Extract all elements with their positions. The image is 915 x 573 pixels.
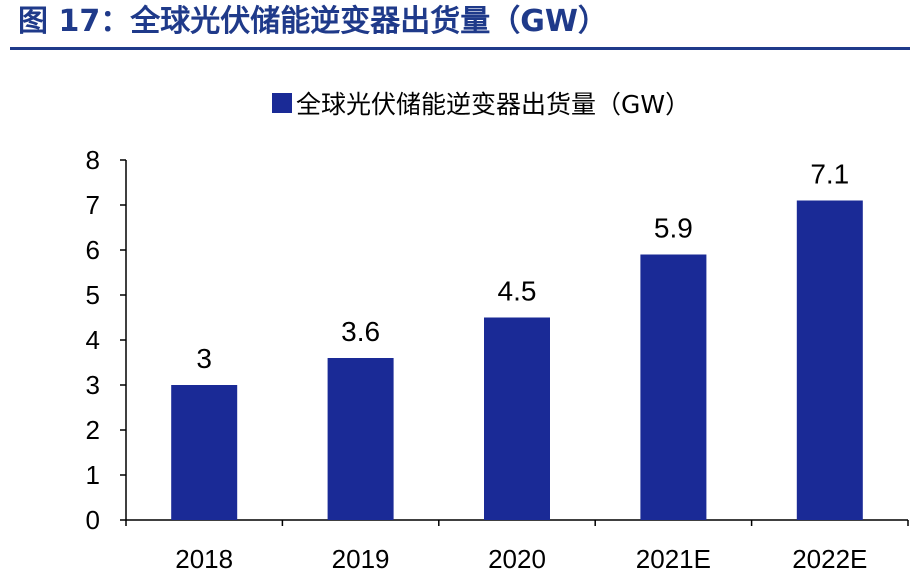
x-tick-label-2019: 2019 [332, 544, 390, 573]
data-labels: 3 3.6 4.5 5.9 7.1 [196, 159, 849, 375]
figure-title: 图 17：全球光伏储能逆变器出货量（GW） [18, 4, 608, 39]
data-label-2022E: 7.1 [810, 159, 849, 190]
y-tick-label: 0 [86, 505, 100, 535]
data-label-2019: 3.6 [341, 316, 380, 347]
bar-2020 [484, 317, 550, 520]
legend-label: 全球光伏储能逆变器出货量（GW） [296, 90, 690, 119]
data-label-2021E: 5.9 [654, 213, 693, 244]
y-tick-label: 5 [86, 280, 100, 310]
y-tick-label: 4 [86, 325, 100, 355]
y-tick-label: 2 [86, 415, 100, 445]
x-tick-label-2021E: 2021E [636, 544, 711, 573]
x-tick-label-2022E: 2022E [792, 544, 867, 573]
x-tick-label-2020: 2020 [488, 544, 546, 573]
y-tick-label: 7 [86, 190, 100, 220]
y-tick-label: 8 [86, 145, 100, 175]
x-tick-label-2018: 2018 [175, 544, 233, 573]
data-label-2018: 3 [196, 343, 212, 374]
title-divider [10, 47, 910, 50]
bar-2021E [640, 254, 707, 520]
y-tick-label: 1 [86, 460, 100, 490]
bars [171, 200, 863, 520]
y-axis-ticks: 0 1 2 3 4 5 6 7 8 [86, 145, 126, 535]
legend: 全球光伏储能逆变器出货量（GW） [272, 90, 690, 119]
y-tick-label: 3 [86, 370, 100, 400]
bar-2022E [796, 200, 863, 520]
bar-2018 [171, 385, 238, 520]
legend-swatch [272, 93, 292, 113]
data-label-2020: 4.5 [498, 276, 537, 307]
bar-2019 [327, 358, 394, 520]
x-axis-ticks: 2018 2019 2020 2021E 2022E [125, 520, 909, 573]
y-tick-label: 6 [86, 235, 100, 265]
